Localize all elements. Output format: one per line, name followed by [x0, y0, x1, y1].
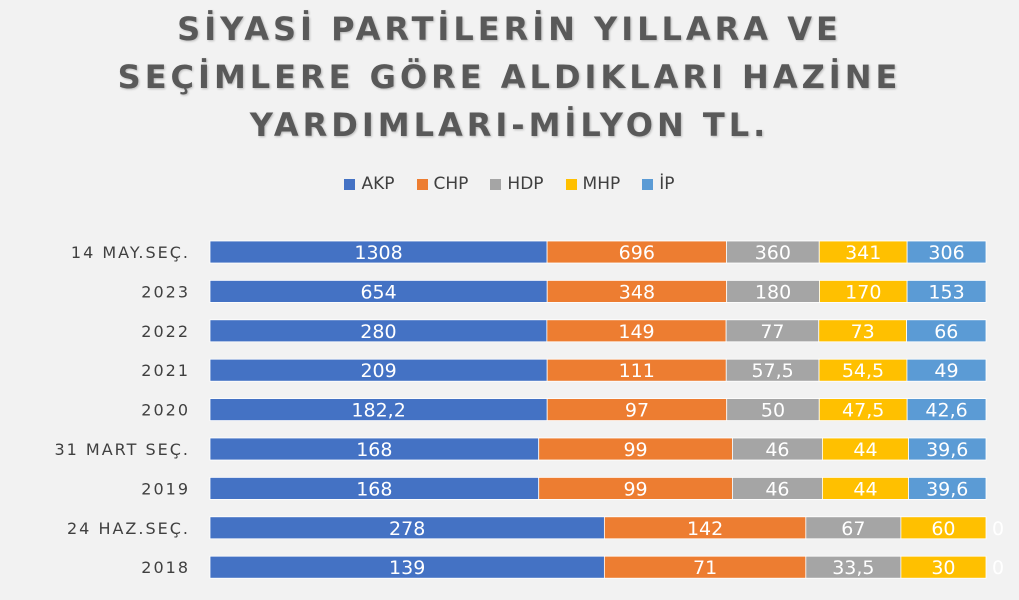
data-label: 44	[853, 478, 877, 500]
data-label: 280	[360, 321, 396, 343]
data-label: 71	[693, 557, 717, 579]
data-label: 39,6	[926, 478, 968, 500]
bar-segment-i̇p	[908, 476, 987, 500]
data-label: 54,5	[842, 360, 884, 382]
category-label: 2019	[141, 479, 190, 498]
data-label: 360	[755, 242, 791, 264]
data-label: 67	[841, 518, 865, 540]
category-label: 2023	[141, 282, 190, 301]
data-label: 46	[765, 439, 789, 461]
data-label: 66	[934, 321, 958, 343]
data-label: 153	[928, 281, 964, 303]
data-label: 39,6	[926, 439, 968, 461]
data-label: 49	[934, 360, 958, 382]
bar-segment-i̇p	[906, 279, 987, 303]
data-label: 209	[360, 360, 396, 382]
data-label: 99	[623, 439, 647, 461]
data-label: 50	[761, 400, 785, 422]
chart-title-line-2: SEÇİMLERE GÖRE ALDIKLARI HAZİNE	[117, 58, 902, 96]
data-label: 1308	[354, 242, 402, 264]
legend-item-hdp: HDP	[490, 174, 544, 194]
legend-label-chp: CHP	[433, 174, 469, 194]
data-label: 696	[619, 242, 655, 264]
data-label: 341	[845, 242, 881, 264]
chart-title-line-3: YARDIMLARI-MİLYON TL.	[249, 106, 770, 144]
data-label: 142	[687, 518, 723, 540]
legend-swatch-hdp	[490, 178, 502, 190]
data-label: 30	[931, 557, 955, 579]
bar-segment-i̇p	[908, 437, 987, 461]
bar-segment-i̇p	[906, 358, 987, 382]
data-label: 180	[755, 281, 791, 303]
data-label: 73	[851, 321, 875, 343]
category-label: 2021	[141, 361, 190, 380]
category-label: 2018	[141, 558, 190, 577]
data-label: 654	[360, 281, 396, 303]
data-label: 33,5	[832, 557, 874, 579]
data-label: 168	[356, 478, 392, 500]
legend-swatch-akp	[344, 178, 356, 190]
legend-item-mhp: MHP	[565, 174, 621, 194]
legend-label-mhp: MHP	[582, 174, 621, 194]
legend-item-akp: AKP	[344, 174, 395, 194]
category-label: 14 MAY.SEÇ.	[71, 243, 190, 262]
data-label: 182,2	[351, 400, 405, 422]
bar-segment-mhp	[900, 516, 987, 540]
data-label: 57,5	[751, 360, 793, 382]
data-label: 46	[765, 478, 789, 500]
legend-swatch-ip	[642, 178, 654, 190]
data-label: 306	[928, 242, 964, 264]
legend-swatch-mhp	[565, 178, 577, 190]
data-label: 60	[931, 518, 955, 540]
data-label: 149	[618, 321, 654, 343]
chart-title-line-1: SİYASİ PARTİLERİN YILLARA VE	[177, 10, 842, 48]
legend-item-chp: CHP	[416, 174, 469, 194]
chart-legend: AKP CHP HDP MHP İP	[0, 174, 1019, 194]
category-label: 31 MART SEÇ.	[54, 440, 190, 459]
data-label: 0	[992, 557, 1004, 579]
data-label: 170	[845, 281, 881, 303]
legend-item-ip: İP	[642, 174, 675, 194]
data-label: 111	[619, 360, 655, 382]
data-label: 77	[760, 321, 784, 343]
legend-label-akp: AKP	[361, 174, 395, 194]
bar-segment-mhp	[900, 555, 987, 579]
data-label: 42,6	[925, 400, 967, 422]
legend-label-ip: İP	[659, 174, 675, 194]
category-label: 2022	[141, 322, 190, 341]
bar-segment-i̇p	[906, 398, 987, 422]
bar-segment-i̇p	[906, 240, 987, 264]
bar-segment-i̇p	[906, 319, 987, 343]
data-label: 278	[389, 518, 425, 540]
data-label: 139	[389, 557, 425, 579]
data-label: 99	[623, 478, 647, 500]
data-label: 44	[853, 439, 877, 461]
legend-swatch-chp	[416, 178, 428, 190]
data-label: 348	[619, 281, 655, 303]
data-label: 168	[356, 439, 392, 461]
legend-label-hdp: HDP	[507, 174, 544, 194]
data-label: 47,5	[842, 400, 884, 422]
category-label: 24 HAZ.SEÇ.	[67, 519, 190, 538]
data-label: 0	[992, 518, 1004, 540]
category-label: 2020	[141, 401, 190, 420]
data-label: 97	[625, 400, 649, 422]
